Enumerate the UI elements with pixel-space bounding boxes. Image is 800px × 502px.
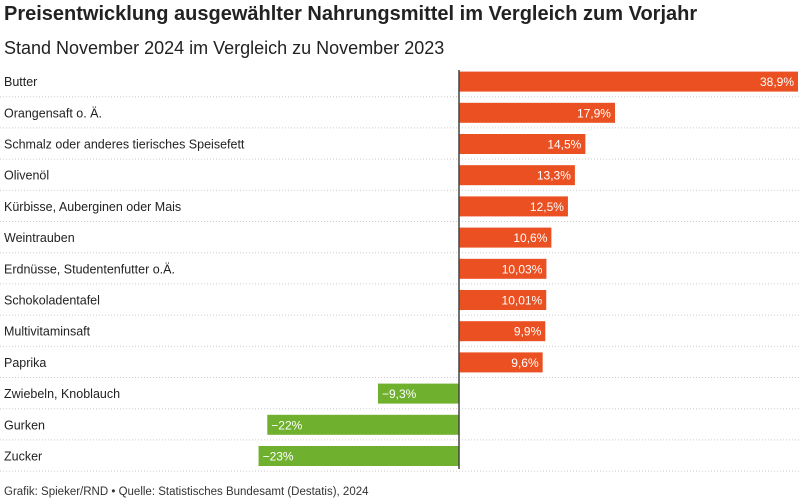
bar <box>459 71 798 92</box>
category-label: Kürbisse, Auberginen oder Mais <box>4 200 181 214</box>
bar <box>459 258 547 279</box>
category-label: Multivitaminsaft <box>4 325 91 339</box>
category-label: Paprika <box>4 356 46 370</box>
value-label: −9,3% <box>382 387 417 401</box>
category-label: Gurken <box>4 418 45 432</box>
category-label: Olivenöl <box>4 169 49 183</box>
value-label: 13,3% <box>537 169 571 183</box>
value-label: −23% <box>263 450 294 464</box>
value-label: 17,9% <box>577 106 611 120</box>
category-label: Weintrauben <box>4 231 75 245</box>
value-label: 10,03% <box>502 262 543 276</box>
chart-subtitle: Stand November 2024 im Vergleich zu Nove… <box>4 38 445 58</box>
bar <box>459 165 575 186</box>
bar <box>459 290 547 310</box>
value-label: 14,5% <box>547 138 581 152</box>
bar <box>258 446 459 466</box>
source-note: Grafik: Spieker/RND • Quelle: Statistisc… <box>4 486 369 498</box>
value-label: 10,6% <box>513 231 547 245</box>
bar <box>459 134 586 154</box>
value-label: 12,5% <box>530 200 564 214</box>
bar <box>459 102 615 123</box>
bar <box>377 383 459 404</box>
value-label: 9,6% <box>511 356 539 370</box>
bar <box>459 352 543 373</box>
value-label: 9,9% <box>514 325 542 339</box>
bar <box>459 196 568 217</box>
category-label: Butter <box>4 75 37 89</box>
category-label: Schmalz oder anderes tierisches Speisefe… <box>4 138 245 152</box>
value-label: −22% <box>271 418 302 432</box>
bar <box>267 414 459 435</box>
bar <box>459 227 552 248</box>
bar-chart: Butter 38,9% Orangensaft o. Ä. 17,9% Schmalz… <box>0 70 800 472</box>
value-label: 10,01% <box>502 294 543 308</box>
category-label: Zwiebeln, Knoblauch <box>4 387 120 401</box>
category-label: Schokoladentafel <box>4 294 100 308</box>
chart-title: Preisentwicklung ausgewählter Nahrungsmi… <box>4 3 698 25</box>
value-label: 38,9% <box>760 75 794 89</box>
category-label: Orangensaft o. Ä. <box>4 106 102 120</box>
category-label: Erdnüsse, Studentenfutter o.Ä. <box>4 262 175 276</box>
bar <box>459 321 546 342</box>
category-label: Zucker <box>4 450 42 464</box>
